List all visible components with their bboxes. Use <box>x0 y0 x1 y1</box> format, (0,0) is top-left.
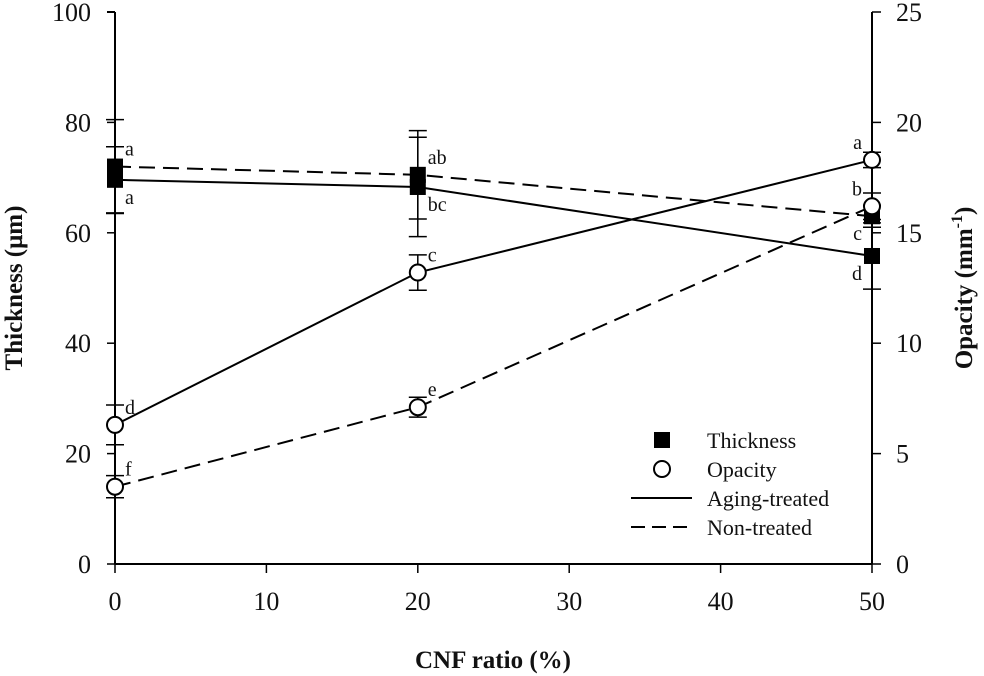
y-tick-label: 20 <box>65 440 91 469</box>
legend: Thickness Opacity Aging-treated Non-treated <box>631 428 829 540</box>
data-point <box>106 477 124 496</box>
x-tick-label: 10 <box>253 587 279 616</box>
legend-label: Non-treated <box>707 515 812 540</box>
series-line <box>114 178 873 257</box>
data-label: ab <box>428 147 447 169</box>
ticks: 0 10 20 30 40 50 0 20 40 60 80 100 0 5 10 15 20 25 <box>52 0 922 616</box>
y2-axis-title-sup: -1 <box>949 215 966 228</box>
x-tick-label: 0 <box>109 587 122 616</box>
x-tick-label: 30 <box>556 587 582 616</box>
data-point <box>863 197 881 216</box>
data-label: c <box>428 245 437 267</box>
data-point <box>409 166 426 183</box>
data-label: a <box>853 132 862 154</box>
y2-tick-label: 5 <box>896 440 909 469</box>
legend-item: Non-treated <box>631 515 812 540</box>
y-tick-label: 60 <box>65 219 91 248</box>
legend-square-icon <box>654 432 670 448</box>
y2-axis-title: Opacity (mm-1) <box>949 207 978 370</box>
data-label: a <box>125 187 134 209</box>
y-tick-label: 40 <box>65 329 91 358</box>
y2-axis-title-close: ) <box>951 207 978 215</box>
y2-tick-label: 20 <box>896 108 922 137</box>
series-line <box>114 158 873 426</box>
data-point <box>106 415 124 434</box>
legend-item: Aging-treated <box>631 486 829 511</box>
y2-tick-label: 25 <box>896 0 922 27</box>
legend-item: Opacity <box>653 457 777 482</box>
data-point <box>409 178 426 195</box>
y2-tick-label: 15 <box>896 219 922 248</box>
data-point <box>107 171 123 188</box>
y2-tick-label: 0 <box>896 550 909 579</box>
legend-item: Thickness <box>654 428 796 453</box>
data-label: a <box>125 139 134 161</box>
data-point <box>107 158 123 175</box>
x-tick-label: 50 <box>859 587 885 616</box>
y2-axis-title-main: Opacity (mm <box>951 228 978 369</box>
y-axis-title: Thickness (μm) <box>1 206 28 371</box>
data-label: b <box>852 178 862 200</box>
data-label: d <box>125 397 135 419</box>
data-label: bc <box>428 194 447 216</box>
data-label: f <box>125 459 132 481</box>
data-point <box>864 247 880 264</box>
data-label: c <box>853 223 862 245</box>
x-axis-title: CNF ratio (%) <box>415 647 571 674</box>
data-point <box>408 398 427 417</box>
x-tick-label: 20 <box>405 587 431 616</box>
markers <box>106 150 881 496</box>
series-line <box>114 165 873 218</box>
legend-label: Opacity <box>707 457 777 482</box>
legend-label: Aging-treated <box>707 486 829 511</box>
legend-label: Thickness <box>707 428 796 453</box>
y2-tick-label: 10 <box>896 329 922 358</box>
data-label: d <box>852 263 862 285</box>
y-tick-label: 80 <box>65 108 91 137</box>
y-tick-label: 100 <box>52 0 91 27</box>
y-tick-label: 0 <box>78 550 91 579</box>
data-point <box>408 263 427 282</box>
legend-circle-icon <box>653 460 671 478</box>
data-point <box>863 150 881 169</box>
x-tick-label: 40 <box>708 587 734 616</box>
data-label: e <box>428 379 437 401</box>
